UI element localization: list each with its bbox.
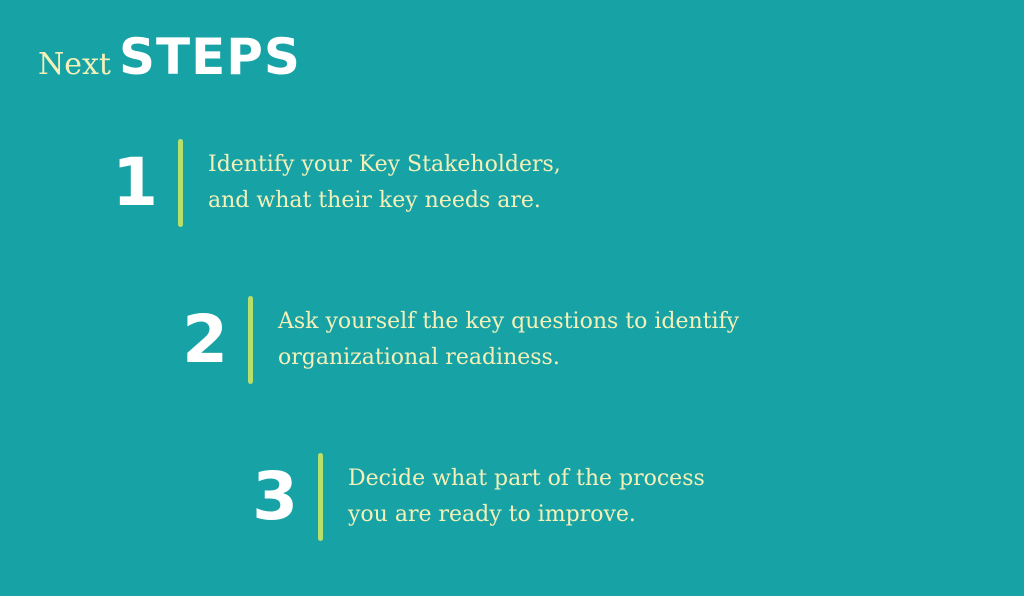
page-title: Next STEPS bbox=[38, 28, 301, 86]
step-description: Decide what part of the process you are … bbox=[348, 461, 908, 533]
step-description-line: Identify your Key Stakeholders, bbox=[208, 152, 561, 177]
step-divider-bar bbox=[318, 453, 323, 541]
step-description: Identify your Key Stakeholders, and what… bbox=[208, 147, 768, 219]
step-number: 3 bbox=[252, 458, 298, 535]
step-description-line: Decide what part of the process bbox=[348, 466, 705, 491]
step-number: 1 bbox=[112, 144, 158, 221]
title-prefix: Next bbox=[38, 47, 111, 82]
step-description-line: and what their key needs are. bbox=[208, 188, 541, 213]
title-main: STEPS bbox=[118, 28, 301, 86]
step-description-line: organizational readiness. bbox=[278, 345, 560, 370]
step-number: 2 bbox=[182, 301, 228, 378]
step-divider-bar bbox=[178, 139, 183, 227]
step-description-line: you are ready to improve. bbox=[348, 502, 636, 527]
step-divider-bar bbox=[248, 296, 253, 384]
step-description: Ask yourself the key questions to identi… bbox=[278, 304, 838, 376]
step-description-line: Ask yourself the key questions to identi… bbox=[278, 309, 740, 334]
